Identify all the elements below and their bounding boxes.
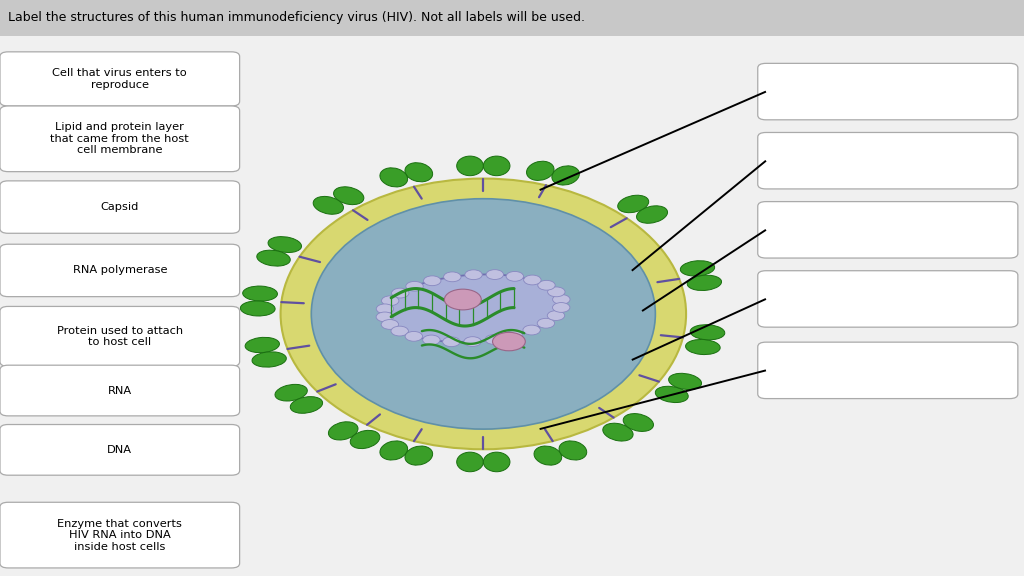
Ellipse shape (311, 199, 655, 429)
Ellipse shape (637, 206, 668, 223)
Ellipse shape (687, 275, 722, 290)
FancyBboxPatch shape (0, 425, 240, 475)
FancyBboxPatch shape (0, 306, 240, 366)
Ellipse shape (268, 237, 301, 252)
Circle shape (406, 331, 423, 341)
Circle shape (442, 337, 460, 347)
Circle shape (465, 270, 482, 279)
Ellipse shape (617, 195, 649, 213)
Circle shape (523, 325, 541, 335)
FancyBboxPatch shape (758, 63, 1018, 120)
Circle shape (505, 331, 522, 340)
Circle shape (493, 332, 525, 351)
Text: Enzyme that converts
HIV RNA into DNA
inside host cells: Enzyme that converts HIV RNA into DNA in… (57, 518, 182, 552)
Ellipse shape (290, 397, 323, 413)
Circle shape (548, 287, 565, 297)
Circle shape (553, 294, 570, 304)
Ellipse shape (275, 384, 307, 401)
Circle shape (376, 312, 393, 322)
Ellipse shape (252, 352, 287, 367)
Circle shape (381, 320, 398, 329)
Text: Capsid: Capsid (100, 202, 139, 212)
Ellipse shape (380, 168, 408, 187)
Ellipse shape (655, 386, 688, 403)
Circle shape (444, 289, 481, 310)
Ellipse shape (404, 446, 433, 465)
Ellipse shape (313, 196, 343, 214)
Ellipse shape (380, 441, 408, 460)
Ellipse shape (241, 301, 275, 316)
Circle shape (382, 296, 399, 306)
FancyBboxPatch shape (758, 342, 1018, 399)
Text: RNA polymerase: RNA polymerase (73, 266, 167, 275)
Text: DNA: DNA (108, 445, 132, 455)
FancyBboxPatch shape (758, 271, 1018, 327)
Circle shape (553, 302, 570, 312)
Circle shape (391, 288, 409, 298)
Ellipse shape (686, 339, 720, 355)
Ellipse shape (404, 162, 433, 182)
Circle shape (486, 270, 504, 279)
FancyBboxPatch shape (758, 202, 1018, 258)
Ellipse shape (680, 261, 715, 276)
Ellipse shape (384, 274, 562, 342)
Circle shape (406, 282, 423, 291)
FancyBboxPatch shape (0, 0, 1024, 36)
Ellipse shape (624, 414, 653, 431)
Text: Protein used to attach
to host cell: Protein used to attach to host cell (56, 325, 183, 347)
Ellipse shape (534, 446, 562, 465)
Ellipse shape (690, 325, 725, 340)
Ellipse shape (257, 250, 290, 266)
FancyBboxPatch shape (0, 106, 240, 172)
Text: RNA: RNA (108, 385, 132, 396)
FancyBboxPatch shape (0, 365, 240, 416)
Ellipse shape (334, 187, 364, 204)
Ellipse shape (350, 430, 380, 449)
Circle shape (391, 326, 409, 336)
Ellipse shape (281, 179, 686, 449)
FancyBboxPatch shape (0, 181, 240, 233)
FancyBboxPatch shape (758, 132, 1018, 189)
FancyBboxPatch shape (0, 52, 240, 106)
Ellipse shape (559, 441, 587, 460)
Ellipse shape (243, 286, 278, 301)
Ellipse shape (669, 373, 701, 389)
Circle shape (547, 310, 564, 320)
Circle shape (423, 335, 440, 345)
Circle shape (485, 335, 503, 344)
Ellipse shape (603, 423, 633, 441)
Circle shape (538, 281, 555, 290)
Ellipse shape (457, 156, 483, 176)
Circle shape (376, 304, 393, 314)
Circle shape (506, 271, 523, 281)
Circle shape (424, 276, 441, 286)
Circle shape (443, 272, 461, 282)
Circle shape (464, 337, 481, 347)
FancyBboxPatch shape (0, 502, 240, 568)
Circle shape (523, 275, 541, 285)
Text: Label the structures of this human immunodeficiency virus (HIV). Not all labels : Label the structures of this human immun… (8, 12, 585, 24)
Text: Lipid and protein layer
that came from the host
cell membrane: Lipid and protein layer that came from t… (50, 122, 189, 156)
Circle shape (538, 319, 555, 328)
Ellipse shape (526, 161, 554, 180)
FancyBboxPatch shape (0, 244, 240, 297)
Ellipse shape (245, 338, 280, 353)
Text: Cell that virus enters to
reproduce: Cell that virus enters to reproduce (52, 68, 187, 90)
Ellipse shape (329, 422, 358, 440)
Ellipse shape (457, 452, 483, 472)
Ellipse shape (483, 156, 510, 176)
Ellipse shape (483, 452, 510, 472)
Ellipse shape (552, 166, 580, 185)
